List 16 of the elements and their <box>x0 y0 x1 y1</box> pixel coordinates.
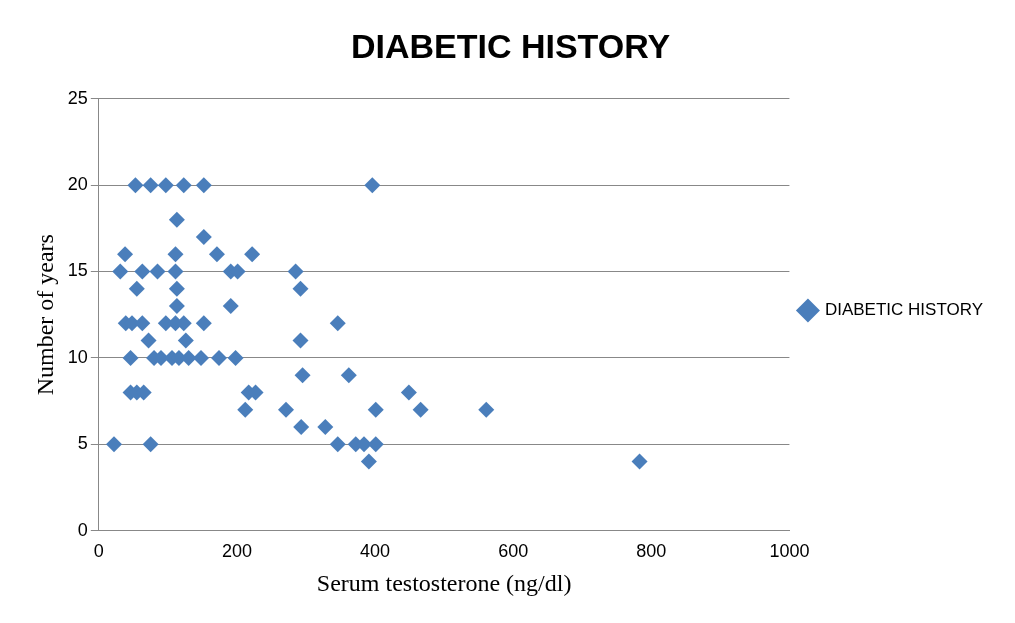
x-tick-label: 0 <box>93 541 104 562</box>
y-tick-label: 0 <box>77 519 88 540</box>
x-axis-title: Serum testosterone (ng/dl) <box>316 569 572 596</box>
chart-title: DIABETIC HISTORY <box>350 26 671 65</box>
legend-label: DIABETIC HISTORY <box>824 300 984 320</box>
x-tick-label: 600 <box>498 541 529 562</box>
x-tick-label: 800 <box>636 541 667 562</box>
x-tick-label: 400 <box>360 541 391 562</box>
y-tick-label: 25 <box>67 87 88 108</box>
y-tick-label: 15 <box>67 260 88 281</box>
y-tick-label: 20 <box>67 174 88 195</box>
y-tick-label: 5 <box>77 433 88 454</box>
x-tick-label: 200 <box>221 541 252 562</box>
y-tick-label: 10 <box>67 346 88 367</box>
x-tick-label: 1000 <box>769 541 810 562</box>
y-axis-title: Number of years <box>31 234 58 396</box>
